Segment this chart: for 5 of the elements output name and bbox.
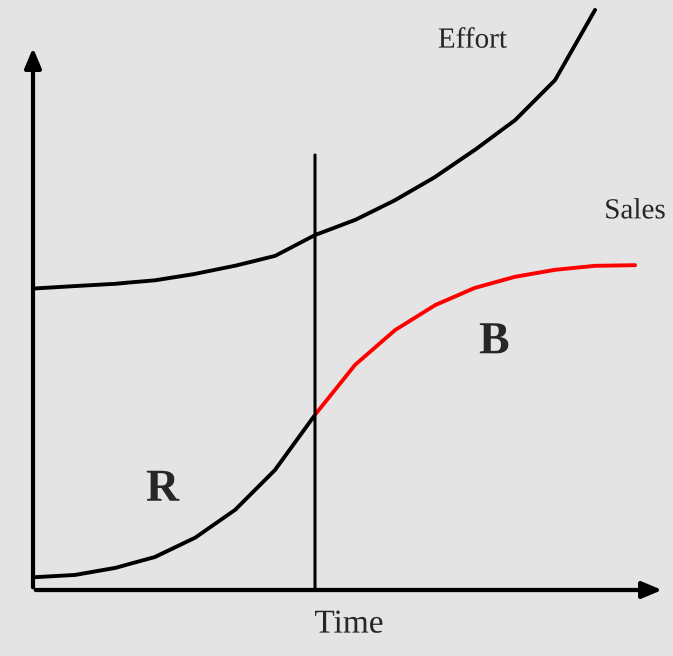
annotation: B bbox=[480, 323, 508, 354]
x-axis-title: Time bbox=[315, 610, 382, 633]
annotation: R bbox=[146, 470, 180, 501]
series-label: Effort bbox=[438, 27, 507, 48]
series-label: Sales bbox=[606, 198, 665, 219]
